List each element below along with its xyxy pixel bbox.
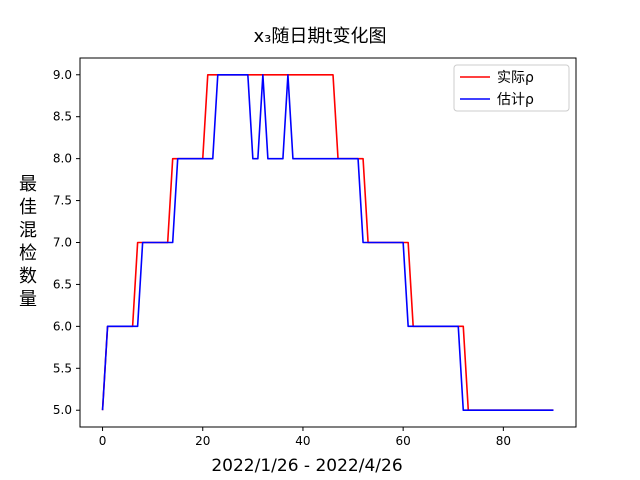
y-tick-label: 7.0	[53, 236, 72, 250]
x-axis-label: 2022/1/26 - 2022/4/26	[211, 456, 402, 476]
series-line-2	[101, 73, 554, 412]
legend-label-2: 估计ρ	[497, 92, 534, 108]
y-axis-label-char: 最	[19, 174, 37, 195]
x-tick-label: 60	[396, 434, 411, 448]
y-tick-label: 6.0	[53, 319, 72, 333]
y-tick-label: 7.5	[53, 194, 72, 208]
chart-title: x₃随日期t变化图	[254, 26, 387, 47]
y-tick-label: 8.0	[53, 152, 72, 166]
y-tick-label: 8.5	[53, 110, 72, 124]
y-axis-label-char: 混	[19, 220, 37, 241]
y-tick-label: 6.5	[53, 277, 72, 291]
y-tick-label: 5.5	[53, 361, 72, 375]
y-axis-label-char: 数	[19, 266, 37, 287]
x-tick-label: 20	[195, 434, 210, 448]
x-tick-label: 0	[99, 434, 107, 448]
series-group	[101, 73, 554, 412]
y-axis: 5.0 5.5 6.0 6.5 7.0 7.5 8.0 8.5 9.0	[53, 68, 80, 417]
y-axis-label-char: 佳	[19, 197, 37, 218]
y-axis-label-char: 检	[19, 243, 37, 264]
x-axis: 0 20 40 60 80	[99, 427, 511, 448]
y-tick-label: 9.0	[53, 68, 72, 82]
legend: 实际ρ 估计ρ	[453, 64, 570, 112]
y-axis-label-char: 量	[19, 289, 37, 310]
y-tick-label: 5.0	[53, 403, 72, 417]
x-tick-label: 80	[496, 434, 511, 448]
legend-label-1: 实际ρ	[497, 70, 534, 86]
x-tick-label: 40	[295, 434, 310, 448]
